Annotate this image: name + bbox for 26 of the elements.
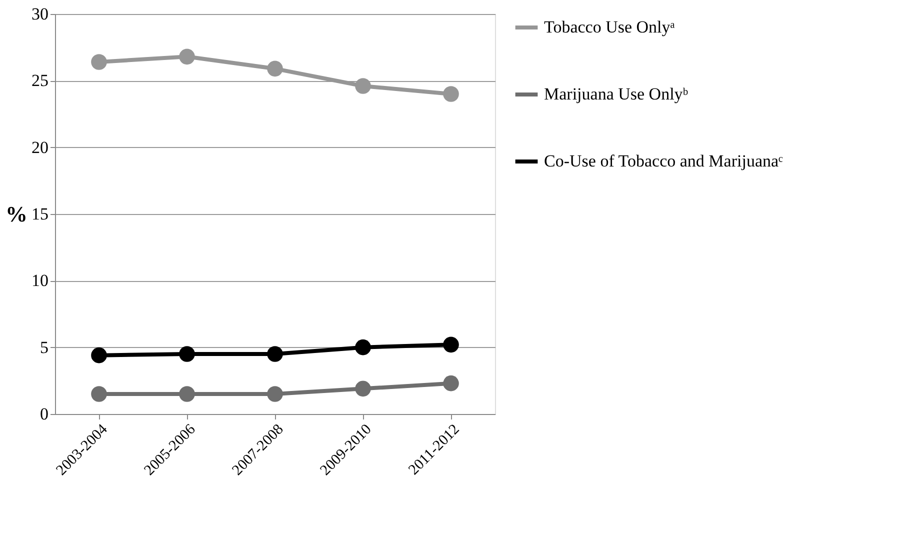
point [355,380,371,397]
point [179,48,195,65]
point [91,347,107,364]
point [443,336,459,353]
point [443,86,459,102]
point [355,339,371,356]
point [443,375,459,392]
legend-label: Tobacco Use Onlyᵃ [544,18,676,36]
point [355,78,371,94]
y-axis-title: % [6,202,28,226]
y-tick-label: 30 [32,4,48,24]
y-tick-label: 20 [32,138,48,157]
point [267,346,283,362]
point [179,386,195,402]
y-tick-label: 10 [32,271,48,290]
y-tick-label: 5 [40,338,48,357]
point [91,386,107,402]
point [91,54,107,70]
point [267,60,283,77]
point [179,346,195,362]
y-tick-label: 25 [32,71,48,90]
y-tick-label: 0 [40,404,48,424]
legend-label: Marijuana Use Onlyᵇ [544,84,688,104]
y-tick-label: 15 [32,204,48,224]
point [267,386,283,402]
legend-label: Co-Use of Tobacco and Marijuanaᶜ [544,152,784,170]
